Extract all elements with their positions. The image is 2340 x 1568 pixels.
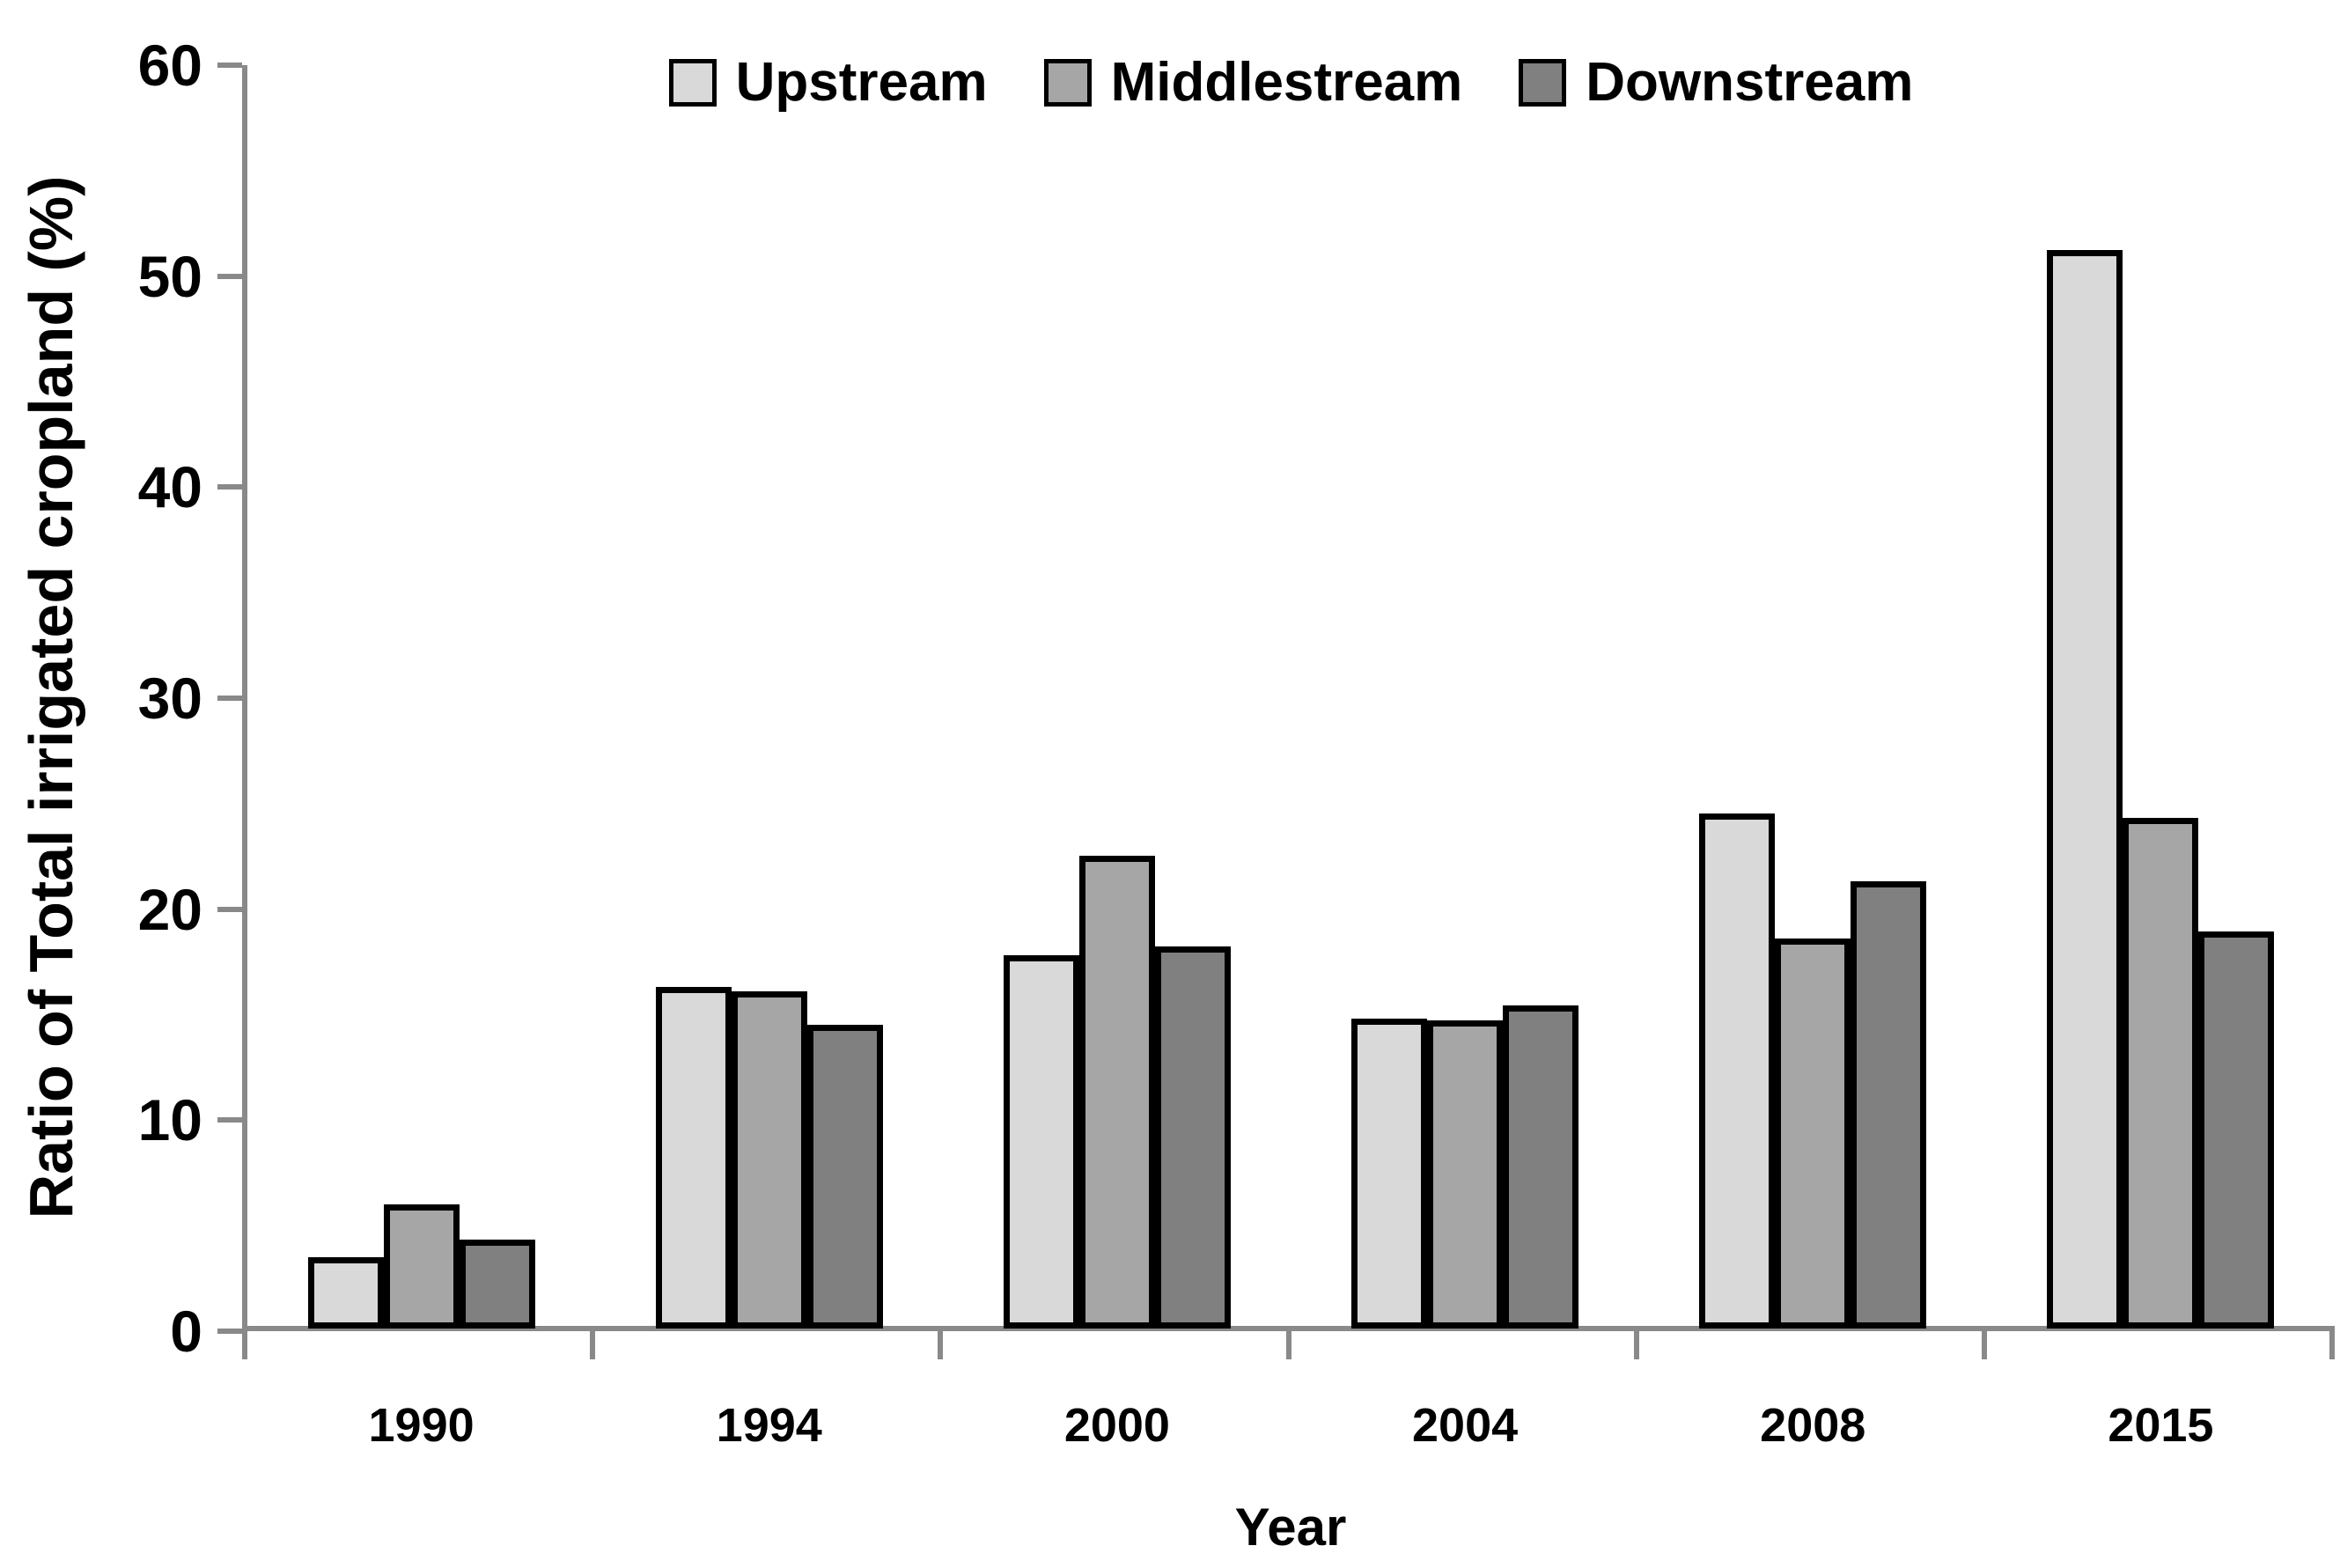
x-axis-line: [242, 1326, 2335, 1331]
y-tick: [217, 63, 242, 68]
bar-upstream-2000: [1003, 954, 1079, 1329]
bar-downstream-1994: [806, 1024, 883, 1329]
bar-middlestream-1990: [383, 1204, 460, 1329]
bar-middlestream-2004: [1427, 1020, 1504, 1329]
x-category-label: 2008: [1760, 1399, 1866, 1452]
x-category-label: 2004: [1412, 1399, 1519, 1452]
y-tick-label: 40: [137, 454, 202, 520]
x-tick: [590, 1331, 596, 1359]
x-category-label: 1990: [368, 1399, 475, 1452]
bar-middlestream-2000: [1078, 856, 1155, 1329]
bar-upstream-2015: [2047, 250, 2123, 1329]
downstream-swatch-icon: [1519, 58, 1567, 107]
y-axis-line: [242, 65, 247, 1359]
legend-item-downstream: Downstream: [1519, 51, 1913, 114]
y-tick: [217, 1329, 242, 1334]
x-tick: [1285, 1331, 1291, 1359]
bar-downstream-1990: [459, 1240, 535, 1329]
y-tick: [217, 484, 242, 490]
y-tick-label: 0: [170, 1299, 202, 1364]
y-tick: [217, 1117, 242, 1123]
y-tick-label: 60: [137, 33, 202, 98]
x-category-label: 2000: [1063, 1399, 1170, 1452]
legend-label: Upstream: [735, 52, 988, 113]
legend-label: Downstream: [1586, 52, 1914, 113]
y-tick-label: 10: [137, 1087, 202, 1153]
y-tick: [217, 696, 242, 701]
bar-downstream-2015: [2198, 931, 2275, 1329]
bar-middlestream-2015: [2123, 818, 2199, 1329]
y-tick-label: 50: [137, 243, 202, 309]
y-tick: [217, 273, 242, 279]
legend-label: Middlestream: [1110, 52, 1463, 113]
y-tick-label: 30: [137, 666, 202, 731]
y-tick: [217, 906, 242, 912]
legend-item-middlestream: Middlestream: [1043, 51, 1463, 114]
legend: Upstream Middlestream Downstream: [247, 51, 2335, 114]
x-axis-title: Year: [1234, 1498, 1347, 1557]
bar-upstream-1994: [655, 986, 732, 1329]
legend-item-upstream: Upstream: [668, 51, 988, 114]
x-tick: [1981, 1331, 1987, 1359]
upstream-swatch-icon: [668, 58, 717, 107]
x-category-label: 2015: [2108, 1399, 2214, 1452]
y-tick-label: 20: [137, 876, 202, 942]
x-tick: [938, 1331, 944, 1359]
bar-downstream-2004: [1503, 1005, 1579, 1329]
bar-middlestream-2008: [1775, 938, 1851, 1329]
bar-upstream-2004: [1351, 1018, 1428, 1329]
x-tick: [1633, 1331, 1639, 1359]
x-tick: [242, 1331, 247, 1359]
middlestream-swatch-icon: [1043, 58, 1092, 107]
bar-upstream-1990: [307, 1256, 384, 1329]
x-tick: [2329, 1331, 2335, 1359]
bar-downstream-2000: [1154, 946, 1231, 1329]
bar-downstream-2008: [1851, 880, 1927, 1329]
bar-middlestream-1994: [731, 990, 807, 1329]
bar-upstream-2008: [1699, 813, 1776, 1329]
x-category-label: 1994: [716, 1399, 822, 1452]
